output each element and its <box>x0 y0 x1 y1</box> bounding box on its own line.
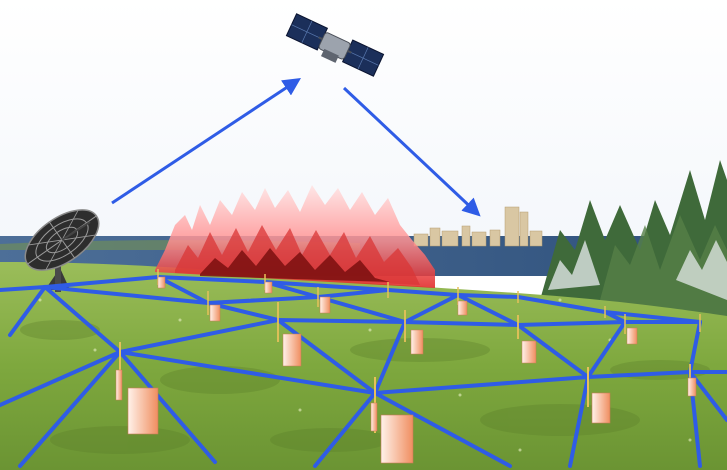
downlink-arrow <box>342 86 481 217</box>
sensor-nodes <box>115 269 701 464</box>
meadow-texture <box>20 320 710 454</box>
sensor-node-icon <box>517 315 537 364</box>
uplink-arrow <box>111 78 302 205</box>
meadow <box>0 262 727 470</box>
sensor-node-icon <box>404 310 424 355</box>
sensor-node-icon <box>277 302 302 367</box>
sensor-node-icon <box>157 269 166 289</box>
sensor-node-icon <box>587 367 611 424</box>
sensor-node-icon <box>687 364 697 397</box>
sensor-node-icon <box>457 287 468 316</box>
forest <box>540 160 727 330</box>
sensor-node-icon <box>115 342 159 435</box>
wildfire-icon <box>155 185 435 288</box>
sensor-node-icon <box>317 287 331 314</box>
sensor-node-icon <box>207 291 221 322</box>
satellite-icon <box>285 13 385 77</box>
sensor-node-icon <box>370 377 414 464</box>
sensor-mesh-links <box>0 275 727 468</box>
sensor-node-icon <box>624 314 638 345</box>
city-skyline-icon <box>413 206 543 247</box>
sensor-node-icon <box>264 274 273 294</box>
